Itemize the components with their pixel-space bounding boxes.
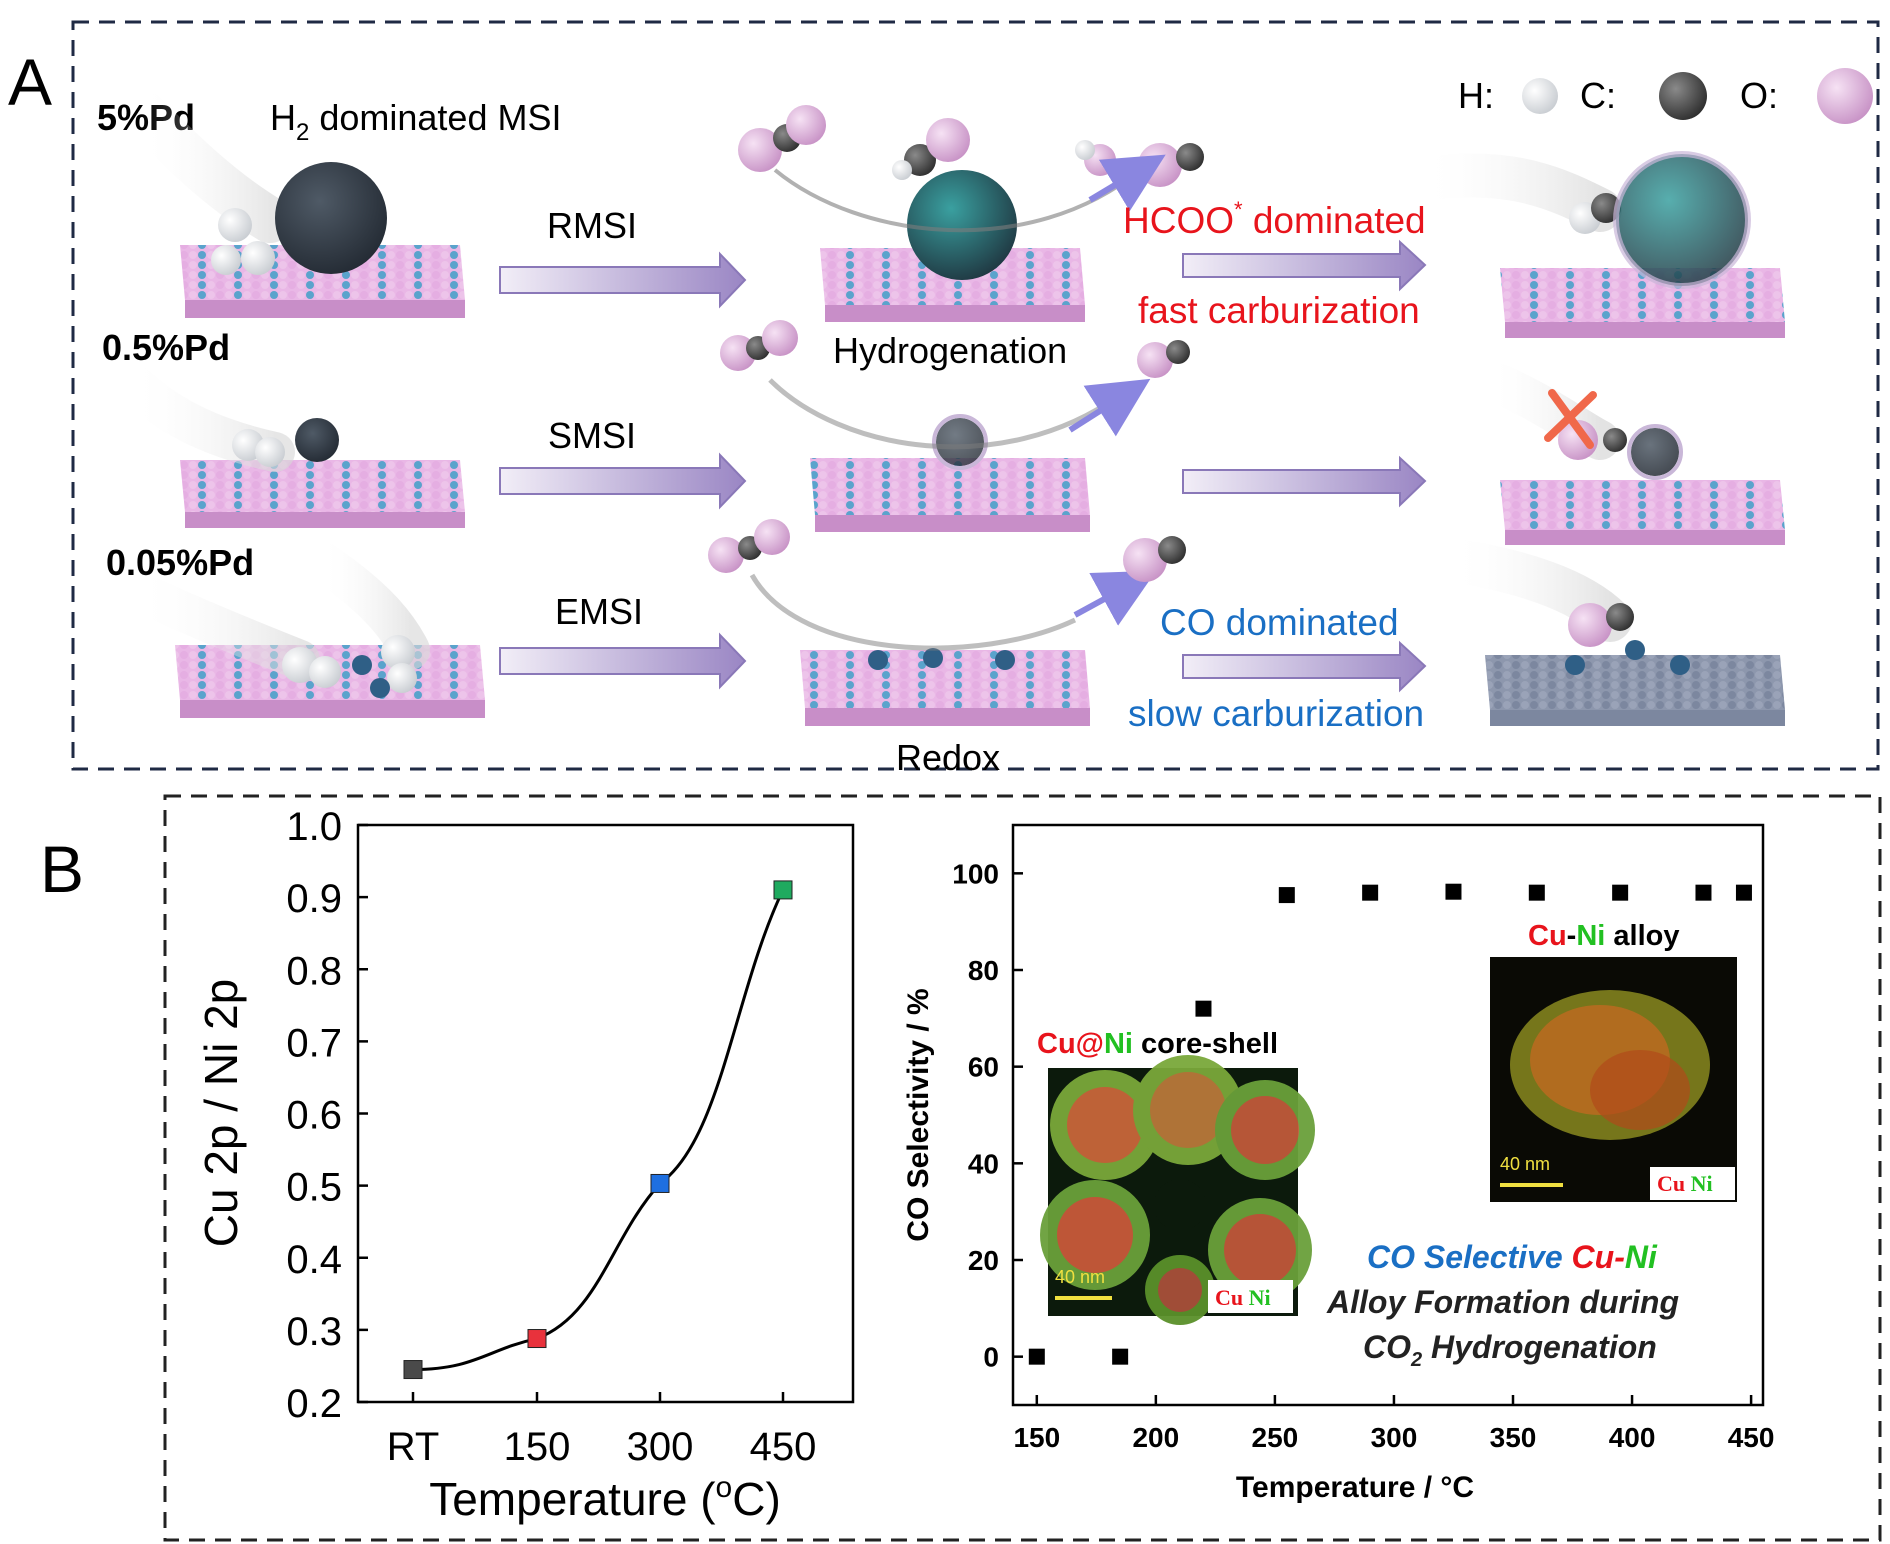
left-ytick-label: 0.3 (286, 1310, 342, 1354)
caption-line1: CO Selective Cu-Ni (1367, 1239, 1658, 1275)
left-ytick-label: 0.5 (286, 1166, 342, 1210)
left-ytick-label: 1.0 (286, 805, 342, 849)
right-ytick-label: 0 (983, 1342, 999, 1373)
left-xtick-label: 150 (504, 1425, 571, 1469)
pd-nanoparticle-hydride (907, 170, 1017, 280)
h2-dominated-msi: H2 dominated MSI (270, 97, 561, 146)
xps-ratio-chart: 0.20.30.40.50.60.70.80.91.0 RT 150 300 450 … (195, 805, 855, 1525)
alloy-title: Cu-Ni alloy (1528, 920, 1680, 952)
right-ylabel: CO Selectivity / % (902, 988, 935, 1241)
rmsi-label: RMSI (547, 205, 637, 246)
carbon-atom-icon (1659, 72, 1707, 120)
co-selectivity-chart: 0 20 40 60 80 100 150 200 250 300 350 400 450 CO Se… (902, 823, 1775, 1504)
right-xtick-label: 400 (1609, 1422, 1656, 1453)
selectivity-point (1445, 883, 1462, 900)
fast-carb-arrow (1182, 239, 1427, 292)
left-ytick-label: 0.6 (286, 1094, 342, 1138)
carburized-nanoparticle (1616, 154, 1748, 286)
ratio-line (412, 889, 785, 1372)
ratio-point (650, 1173, 670, 1193)
emsi-arrow (499, 632, 747, 690)
right-xtick-label: 250 (1252, 1422, 1299, 1453)
loading-05pd: 0.5%Pd (102, 327, 230, 368)
atom-legend: H: C: O: (1458, 68, 1873, 124)
slow-carb-arrow (1182, 640, 1427, 693)
oxygen-atom-icon (1817, 68, 1873, 124)
co-dominated: CO dominated (1160, 602, 1399, 643)
rmsi-arrow (499, 251, 747, 309)
slow-carburization: slow carburization (1128, 693, 1424, 734)
selectivity-point (1028, 1348, 1045, 1365)
hcoo-dominated: HCOO* dominated (1123, 197, 1426, 241)
left-plot-frame (356, 823, 855, 1404)
left-ytick-label: 0.2 (286, 1382, 342, 1426)
legend-c-label: C: (1580, 75, 1616, 116)
ratio-point (527, 1329, 547, 1349)
legend-o-label: O: (1740, 75, 1778, 116)
fast-carburization: fast carburization (1138, 290, 1420, 331)
selectivity-point (1362, 884, 1379, 901)
left-xtick-label: RT (387, 1425, 440, 1469)
right-ytick-label: 80 (968, 955, 999, 986)
alloy-caption: CO Selective Cu-Ni Alloy Formation durin… (1326, 1239, 1679, 1371)
core-shell-inset: Cu@Ni core-shell 40 nm Cu Ni (1037, 1028, 1315, 1325)
left-ytick-label: 0.4 (286, 1238, 342, 1282)
panel-a-label: A (8, 45, 52, 119)
legend-h-label: H: (1458, 75, 1494, 116)
alloy-element-legend: Cu Ni (1657, 1171, 1713, 1196)
pd-nanoparticle-large (275, 162, 387, 274)
right-xtick-label: 350 (1490, 1422, 1537, 1453)
blocked-arrow (1182, 455, 1427, 508)
right-ytick-label: 60 (968, 1052, 999, 1083)
right-ytick-label: 100 (952, 858, 999, 889)
selectivity-point (1195, 1000, 1212, 1017)
right-ytick-label: 40 (968, 1148, 999, 1179)
alloy-inset: Cu-Ni alloy 40 nm Cu Ni (1490, 920, 1737, 1202)
ratio-point (403, 1360, 423, 1380)
selectivity-point (1612, 884, 1629, 901)
core-shell-scale-label: 40 nm (1055, 1267, 1105, 1287)
left-xtick-label: 450 (750, 1425, 817, 1469)
selectivity-point (1278, 887, 1295, 904)
right-ytick-label: 20 (968, 1245, 999, 1276)
pd-nanoparticle-medium (295, 418, 339, 462)
left-xlabel: Temperature (oC) (429, 1471, 781, 1525)
right-xtick-label: 300 (1371, 1422, 1418, 1453)
emsi-label: EMSI (555, 591, 643, 632)
right-xtick-label: 450 (1728, 1422, 1775, 1453)
core-shell-element-legend: Cu Ni (1215, 1285, 1271, 1310)
alloy-scale-label: 40 nm (1500, 1154, 1550, 1174)
right-xlabel: Temperature / °C (1236, 1471, 1474, 1504)
redox-label: Redox (896, 737, 1000, 778)
left-ytick-label: 0.7 (286, 1021, 342, 1065)
blocked-cross-icon (1544, 389, 1597, 449)
row-smsi: SMSI (110, 320, 1785, 545)
caption-line3: CO2 Hydrogenation (1363, 1329, 1657, 1371)
row-emsi: EMSI CO dominated slow carburization (115, 519, 1785, 734)
panel-b-label: B (40, 832, 84, 906)
smsi-label: SMSI (548, 415, 636, 456)
right-xtick-label: 200 (1132, 1422, 1179, 1453)
caption-line2: Alloy Formation during (1326, 1284, 1679, 1320)
left-ytick-label: 0.9 (286, 877, 342, 921)
hydrogenation-label: Hydrogenation (833, 330, 1067, 371)
selectivity-point (1735, 884, 1752, 901)
panel-a: A H: C: O: 5%Pd 0.5%Pd 0.05%Pd H2 domina… (8, 20, 1880, 778)
right-xtick-label: 150 (1013, 1422, 1060, 1453)
ratio-point (773, 880, 793, 900)
selectivity-point (1112, 1348, 1129, 1365)
left-xtick-label: 300 (627, 1425, 694, 1469)
row-rmsi: RMSI HCOO* dominated fast carburization (117, 87, 1785, 338)
smsi-arrow (499, 452, 747, 510)
left-ylabel: Cu 2p / Ni 2p (195, 979, 247, 1247)
selectivity-point (1695, 884, 1712, 901)
core-shell-title: Cu@Ni core-shell (1037, 1028, 1278, 1060)
left-ytick-label: 0.8 (286, 949, 342, 993)
selectivity-point (1528, 884, 1545, 901)
hydrogen-atom-icon (1522, 78, 1558, 114)
panel-b: B 0.2 0.3 0.4 0.5 0.6 0.7 0.8 0.9 1.0 RT 150 300 45… (40, 794, 1882, 1542)
right-plot-frame (1011, 823, 1765, 1407)
panel-b-frame (163, 794, 1882, 1542)
